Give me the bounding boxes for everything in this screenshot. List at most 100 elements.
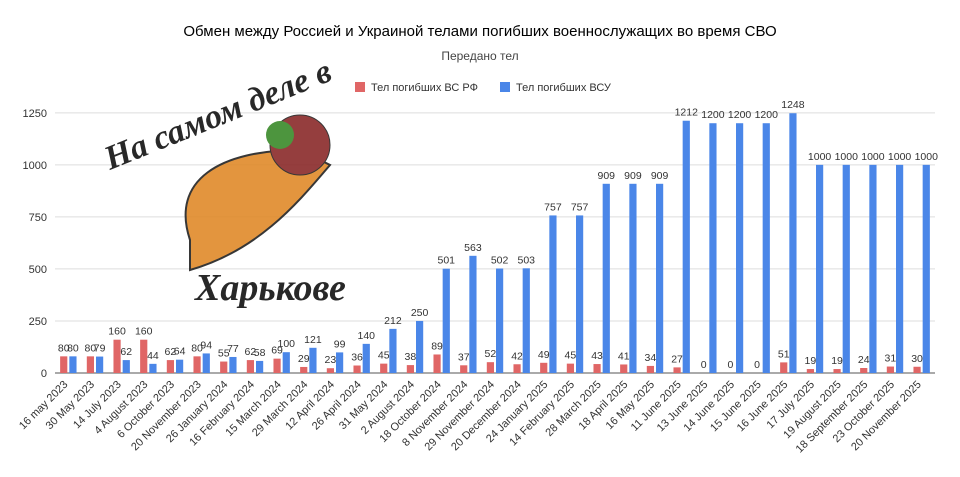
value-label: 160	[135, 326, 153, 338]
bar	[460, 365, 468, 373]
value-label: 501	[438, 255, 456, 267]
bar	[513, 364, 521, 373]
value-label: 0	[727, 359, 733, 371]
value-label: 502	[491, 255, 509, 267]
value-label: 563	[464, 242, 482, 254]
value-label: 757	[571, 201, 589, 213]
bar	[736, 123, 744, 373]
value-label: 43	[591, 350, 603, 362]
bar	[842, 164, 850, 373]
bar	[922, 164, 930, 373]
bar	[886, 366, 894, 373]
bar	[833, 369, 841, 373]
value-label: 24	[858, 354, 870, 366]
value-label: 80	[191, 342, 203, 354]
value-label: 1000	[861, 151, 885, 163]
y-tick-label: 500	[29, 264, 47, 276]
value-label: 1200	[755, 109, 779, 121]
value-label: 1200	[701, 109, 725, 121]
bar	[656, 183, 664, 373]
bar	[256, 360, 264, 373]
logo-text: Харькове	[194, 267, 346, 309]
bar	[496, 268, 504, 373]
bar	[806, 369, 814, 373]
value-label: 250	[411, 307, 429, 319]
bar	[780, 362, 788, 373]
value-label: 0	[701, 359, 707, 371]
value-label: 55	[218, 348, 230, 360]
bar	[326, 368, 334, 373]
bar	[602, 183, 610, 373]
bar	[816, 164, 824, 373]
value-label: 45	[565, 350, 577, 362]
bar	[540, 362, 548, 373]
bar	[122, 360, 130, 373]
value-label: 909	[624, 170, 642, 182]
bar	[282, 352, 290, 373]
value-label: 41	[618, 350, 630, 362]
bar	[433, 354, 441, 373]
y-tick-label: 0	[41, 368, 47, 380]
value-label: 1000	[808, 151, 832, 163]
value-label: 52	[485, 348, 497, 360]
bar	[229, 356, 237, 373]
value-label: 121	[304, 334, 322, 346]
bar	[113, 339, 121, 373]
value-label: 58	[254, 347, 266, 359]
bar	[96, 356, 104, 373]
value-label: 0	[754, 359, 760, 371]
value-label: 89	[431, 340, 443, 352]
y-tick-label: 1250	[23, 108, 47, 120]
bar	[176, 359, 184, 373]
value-label: 1200	[728, 109, 752, 121]
value-label: 62	[165, 346, 177, 358]
bar	[629, 183, 637, 373]
bar	[416, 320, 424, 373]
value-label: 94	[200, 339, 212, 351]
value-label: 38	[405, 351, 417, 363]
value-label: 757	[544, 201, 562, 213]
bar	[353, 365, 361, 373]
value-label: 23	[325, 354, 337, 366]
value-label: 69	[271, 345, 283, 357]
bar	[193, 356, 201, 373]
bar	[576, 215, 584, 373]
bar	[709, 123, 717, 373]
bar	[860, 368, 868, 373]
value-label: 80	[67, 342, 79, 354]
bar	[646, 365, 654, 373]
value-label: 503	[518, 254, 536, 266]
value-label: 27	[671, 353, 683, 365]
value-label: 80	[85, 342, 97, 354]
bar	[762, 123, 770, 373]
bar	[566, 363, 574, 373]
bar	[406, 365, 414, 373]
legend-label: Тел погибших ВС РФ	[371, 82, 478, 94]
bar	[896, 164, 904, 373]
value-label: 62	[245, 346, 257, 358]
value-label: 1000	[835, 151, 859, 163]
bar	[380, 363, 388, 373]
bar	[469, 255, 477, 373]
value-label: 19	[831, 355, 843, 367]
value-label: 1248	[781, 99, 805, 111]
value-label: 44	[147, 350, 159, 362]
bar	[389, 328, 397, 373]
value-label: 99	[334, 338, 346, 350]
value-label: 140	[358, 330, 376, 342]
value-label: 37	[458, 351, 470, 363]
value-label: 80	[58, 342, 70, 354]
value-label: 212	[384, 315, 402, 327]
bar	[140, 339, 148, 373]
value-label: 49	[538, 349, 550, 361]
y-tick-label: 750	[29, 212, 47, 224]
bar	[300, 366, 308, 373]
value-label: 42	[511, 350, 523, 362]
value-label: 30	[911, 353, 923, 365]
bar	[486, 362, 494, 373]
bar	[442, 268, 450, 373]
value-label: 51	[778, 348, 790, 360]
bar	[166, 360, 174, 373]
bar	[220, 361, 228, 373]
